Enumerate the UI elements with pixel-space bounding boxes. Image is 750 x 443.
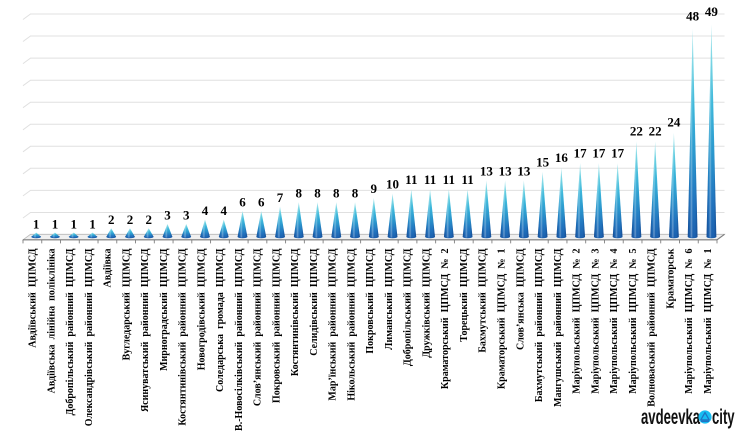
svg-text:1: 1 — [70, 216, 77, 231]
svg-text:Новогродівський ЦПМСД: Новогродівський ЦПМСД — [196, 248, 207, 370]
svg-text:8: 8 — [296, 186, 303, 201]
svg-text:2: 2 — [145, 212, 152, 227]
svg-text:9: 9 — [371, 181, 378, 196]
svg-text:17: 17 — [611, 146, 625, 161]
svg-text:24: 24 — [667, 115, 681, 130]
svg-text:Бахмутський ЦПМСД: Бахмутський ЦПМСД — [478, 248, 489, 352]
svg-text:Авдіївська лінійна поліклініка: Авдіївська лінійна поліклініка — [46, 249, 57, 394]
svg-text:Олександрівський районний ЦПМС: Олександрівський районний ЦПМСД — [84, 248, 95, 426]
svg-text:Маріупольський ЦПМСД № 3: Маріупольський ЦПМСД № 3 — [590, 249, 601, 394]
svg-text:Добропільський районний ЦПМСД: Добропільський районний ЦПМСД — [65, 248, 76, 415]
svg-text:8: 8 — [352, 186, 359, 201]
svg-text:11: 11 — [424, 172, 436, 187]
svg-text:2: 2 — [108, 212, 115, 227]
svg-text:11: 11 — [461, 172, 473, 187]
svg-text:16: 16 — [555, 150, 569, 165]
svg-text:15: 15 — [536, 155, 550, 170]
svg-text:avdeevka: avdeevka — [641, 405, 700, 429]
svg-text:Добропільський ЦПМСД: Добропільський ЦПМСД — [403, 248, 414, 366]
svg-text:Торецький ЦПМСД: Торецький ЦПМСД — [459, 248, 470, 341]
svg-text:1: 1 — [33, 216, 40, 231]
svg-text:13: 13 — [480, 163, 494, 178]
svg-text:48: 48 — [686, 9, 700, 24]
svg-text:Бахмутський районний ЦПМСД: Бахмутський районний ЦПМСД — [534, 248, 545, 402]
svg-text:Краматорський ЦПМСД № 1: Краматорський ЦПМСД № 1 — [497, 249, 508, 390]
svg-text:6: 6 — [258, 194, 265, 209]
svg-text:22: 22 — [630, 124, 643, 139]
svg-text:Мар’їнський районний ЦПМСД: Мар’їнський районний ЦПМСД — [328, 248, 339, 400]
svg-text:1: 1 — [52, 216, 59, 231]
svg-text:Костянтинівський районний ЦПМС: Костянтинівський районний ЦПМСД — [178, 248, 189, 425]
svg-text:Маріупольський ЦПМСД № 6: Маріупольський ЦПМСД № 6 — [684, 249, 695, 394]
svg-text:1: 1 — [89, 216, 96, 231]
svg-text:Маріупольський ЦПМСД № 5: Маріупольський ЦПМСД № 5 — [628, 249, 639, 394]
svg-text:13: 13 — [517, 163, 531, 178]
svg-text:Маріупольський ЦПМСД № 1: Маріупольський ЦПМСД № 1 — [703, 249, 714, 394]
svg-text:Слов’янська ЦПМСД: Слов’янська ЦПМСД — [515, 248, 526, 350]
svg-text:2: 2 — [127, 212, 134, 227]
svg-text:11: 11 — [443, 172, 455, 187]
svg-text:Маріупольський ЦПМСД № 2: Маріупольський ЦПМСД № 2 — [572, 249, 583, 394]
svg-text:17: 17 — [592, 146, 606, 161]
svg-text:Покровський районний ЦПМСД: Покровський районний ЦПМСД — [271, 248, 282, 403]
svg-text:Селидівський ЦПМСД: Селидівський ЦПМСД — [309, 248, 320, 355]
svg-text:Вугледарський ЦПМСД: Вугледарський ЦПМСД — [121, 248, 132, 360]
svg-text:Лиманський ЦПМСД: Лиманський ЦПМСД — [384, 248, 395, 350]
svg-text:Мирноградський ЦПМСД: Мирноградський ЦПМСД — [159, 248, 170, 371]
svg-text:11: 11 — [405, 172, 417, 187]
svg-text:3: 3 — [183, 208, 190, 223]
svg-text:49: 49 — [705, 4, 719, 19]
svg-text:Краматорський ЦПМСД № 2: Краматорський ЦПМСД № 2 — [440, 248, 451, 389]
svg-text:Нікольський районний ЦПМСД: Нікольський районний ЦПМСД — [346, 248, 357, 400]
svg-text:Костянтинівський ЦПМСД: Костянтинівський ЦПМСД — [290, 248, 301, 376]
svg-text:Краматорськ: Краматорськ — [665, 248, 676, 308]
svg-text:Соледарська громада ЦПМСД: Соледарська громада ЦПМСД — [215, 248, 226, 392]
svg-text:Слов’янський районний ЦПМСД: Слов’янський районний ЦПМСД — [253, 248, 264, 406]
svg-text:6: 6 — [239, 194, 246, 209]
svg-text:4: 4 — [221, 203, 228, 218]
svg-text:4: 4 — [202, 203, 209, 218]
svg-text:8: 8 — [333, 186, 340, 201]
svg-text:Покровський ЦПМСД: Покровський ЦПМСД — [365, 248, 376, 353]
svg-text:Ясинуватський районний ЦПМСД: Ясинуватський районний ЦПМСД — [140, 248, 151, 412]
svg-text:city: city — [712, 405, 735, 429]
svg-text:7: 7 — [277, 190, 284, 205]
svg-text:Авдіївка: Авдіївка — [103, 249, 114, 288]
svg-text:22: 22 — [649, 124, 662, 139]
svg-text:Маріупольський ЦПМСД № 4: Маріупольський ЦПМСД № 4 — [609, 249, 620, 394]
svg-text:8: 8 — [314, 186, 321, 201]
svg-text:17: 17 — [574, 146, 588, 161]
svg-text:Волноваський районний ЦПМСД: Волноваський районний ЦПМСД — [647, 248, 658, 406]
svg-text:13: 13 — [499, 163, 513, 178]
svg-text:Мангушський районний ЦПМСД: Мангушський районний ЦПМСД — [553, 248, 564, 406]
svg-text:Дружківський ЦПМСД: Дружківський ЦПМСД — [421, 248, 432, 357]
svg-text:Авдіївський ЦПМСД: Авдіївський ЦПМСД — [28, 248, 39, 347]
svg-text:3: 3 — [164, 208, 171, 223]
svg-text:В.-Новосілківський районний ЦП: В.-Новосілківський районний ЦПМСД — [234, 248, 245, 431]
svg-text:10: 10 — [386, 177, 399, 192]
